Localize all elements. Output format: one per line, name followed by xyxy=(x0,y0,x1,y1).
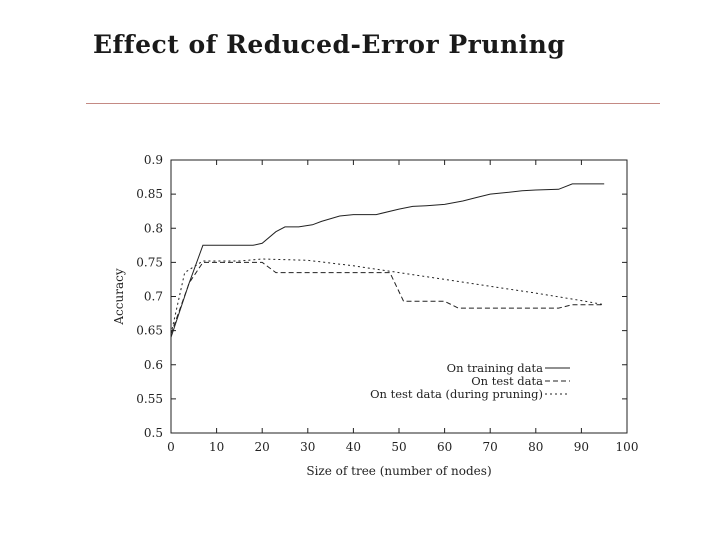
x-tick-label: 30 xyxy=(300,440,315,454)
x-tick-label: 100 xyxy=(616,440,639,454)
legend-label: On training data xyxy=(447,361,543,375)
series-line-on-test-data xyxy=(170,261,605,335)
y-tick-label: 0.85 xyxy=(136,187,163,201)
x-tick-label: 90 xyxy=(574,440,589,454)
y-tick-label: 0.5 xyxy=(144,426,163,440)
series-line-on-training-data xyxy=(170,183,605,338)
legend-label: On test data (during pruning) xyxy=(370,387,543,401)
x-tick-label: 10 xyxy=(209,440,224,454)
y-tick-label: 0.55 xyxy=(136,392,163,406)
x-axis-label: Size of tree (number of nodes) xyxy=(306,464,491,478)
x-tick-label: 60 xyxy=(437,440,452,454)
x-tick-label: 80 xyxy=(528,440,543,454)
y-axis-label: Accuracy xyxy=(112,268,126,325)
slide-title: Effect of Reduced-Error Pruning xyxy=(93,30,566,59)
x-tick-label: 0 xyxy=(167,440,175,454)
x-tick-label: 40 xyxy=(346,440,361,454)
series-line-on-test-data-during-pruning xyxy=(170,258,605,335)
y-tick-label: 0.8 xyxy=(144,221,163,235)
y-tick-label: 0.75 xyxy=(136,255,163,269)
y-tick-label: 0.6 xyxy=(144,358,163,372)
x-tick-label: 70 xyxy=(483,440,498,454)
x-tick-label: 20 xyxy=(255,440,270,454)
x-tick-label: 50 xyxy=(391,440,406,454)
y-tick-label: 0.9 xyxy=(144,153,163,167)
y-tick-label: 0.7 xyxy=(144,290,163,304)
legend-label: On test data xyxy=(471,374,543,388)
title-divider xyxy=(86,103,660,104)
y-tick-label: 0.65 xyxy=(136,324,163,338)
